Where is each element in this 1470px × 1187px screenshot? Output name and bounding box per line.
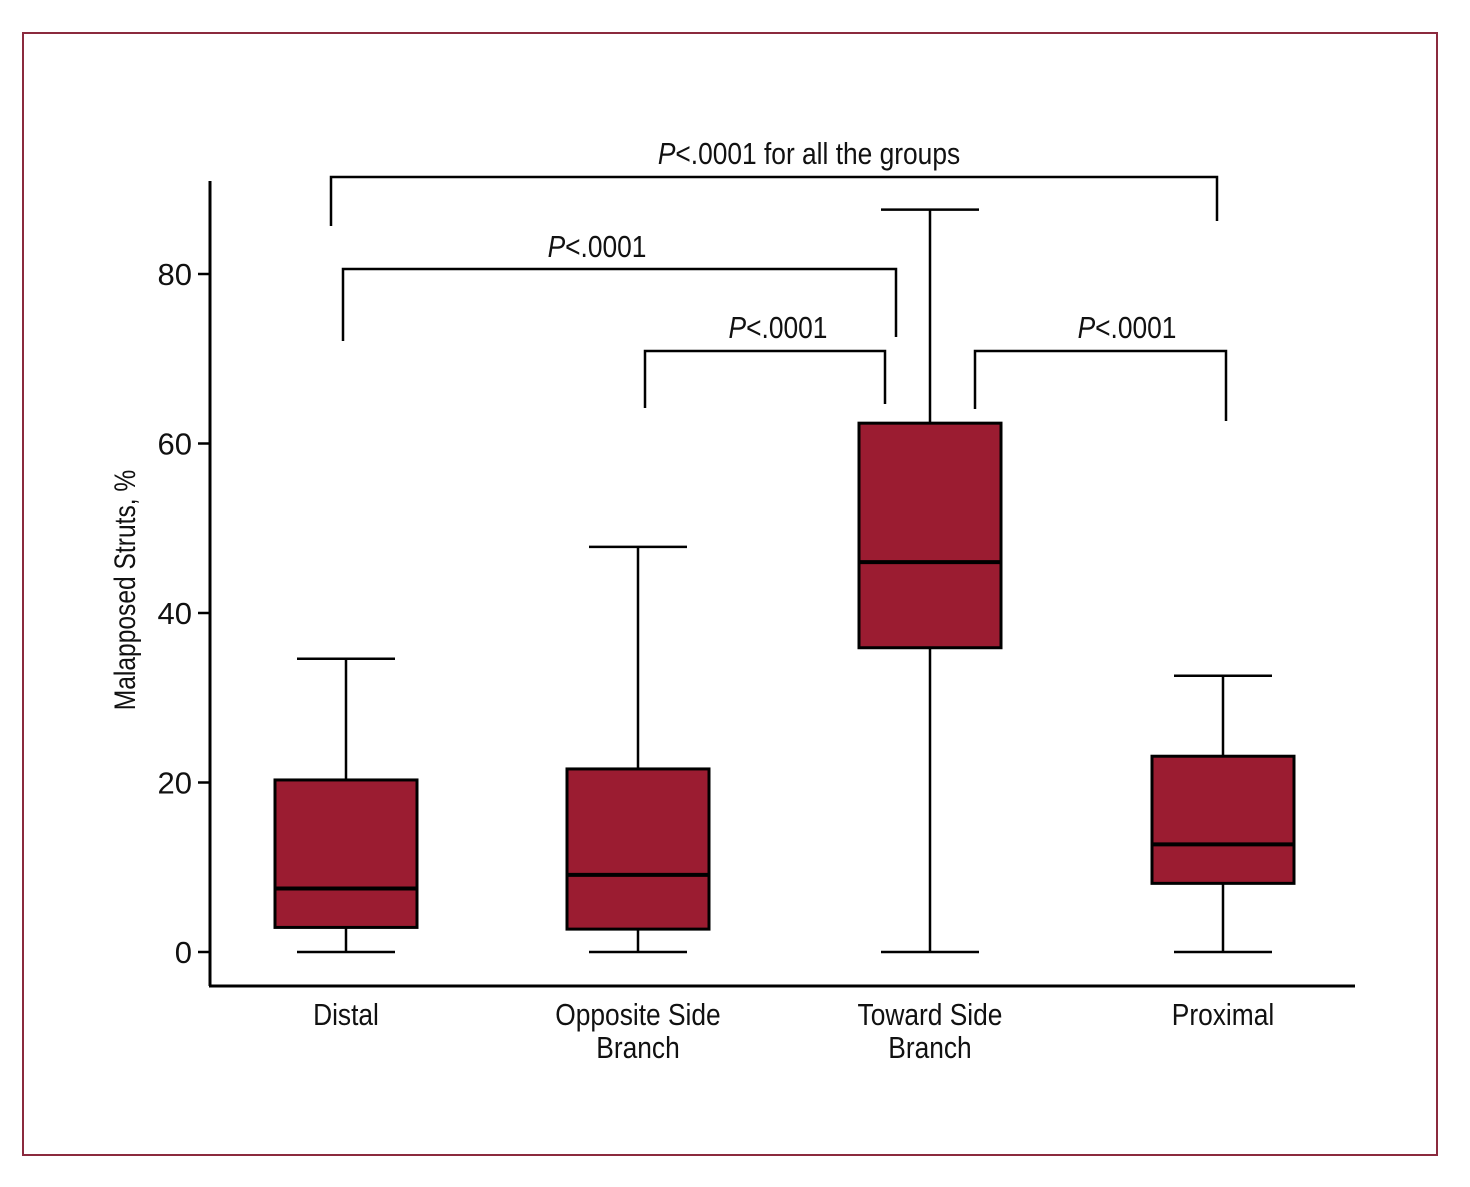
category-label: Opposite Side [555,998,720,1032]
category-label: Toward Side [858,998,1003,1032]
boxes [273,208,1296,954]
significance-bracket: P<.0001 for all the groups [329,137,1219,226]
p-value-label: P<.0001 [1078,311,1177,345]
significance-bracket: P<.0001 [341,230,898,341]
y-tick-label: 60 [158,427,192,462]
box-opposite-side-branch [565,545,711,954]
box-toward-side-branch [857,208,1003,954]
iqr-box [1150,754,1296,885]
bracket-line [973,349,1228,421]
p-value-label: P<.0001 for all the groups [658,137,960,171]
significance-bracket: P<.0001 [643,311,887,408]
category-label: Proximal [1172,998,1274,1032]
p-value-label: P<.0001 [729,311,828,345]
iqr-box [857,421,1003,650]
bracket-line [329,175,1219,226]
iqr-box [273,778,419,929]
box-distal [273,657,419,954]
figure-frame [22,32,1438,1156]
p-value-label: P<.0001 [548,230,647,264]
y-axis-label: Malapposed Struts, % [108,470,142,711]
category-label: Branch [888,1031,971,1065]
y-tick-label: 20 [158,766,192,801]
y-tick-label: 0 [175,935,192,970]
y-axis-ticks: 0 20 40 60 80 [158,257,210,970]
y-tick-label: 40 [158,596,192,631]
category-label: Distal [313,998,379,1032]
bracket-line [341,267,898,341]
iqr-box [565,767,711,931]
y-tick-label: 80 [158,257,192,292]
significance-brackets: P<.0001 for all the groups P<.0001 P<.0001… [329,137,1228,421]
box-proximal [1150,674,1296,954]
significance-bracket: P<.0001 [973,311,1228,421]
bracket-line [643,349,887,408]
category-label: Branch [596,1031,679,1065]
